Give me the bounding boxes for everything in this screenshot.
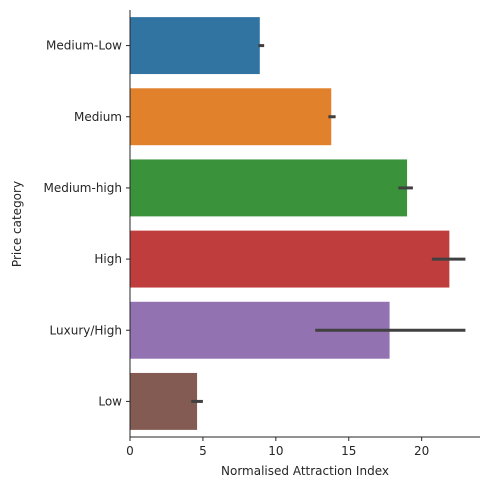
x-tick-label-10: 10 [268,444,283,458]
error-bars-group [191,44,466,403]
bars-group [130,17,450,430]
x-tick-label-20: 20 [414,444,429,458]
x-axis-label: Normalised Attraction Index [221,464,389,478]
x-tick-label-0: 0 [126,444,134,458]
x-tick-label-15: 15 [341,444,356,458]
y-ticks-group: Medium-Low Medium Medium-high High Luxury/Hi… [44,39,130,408]
x-ticks-group: 0 5 10 15 20 [126,437,429,458]
bar-medium [130,88,332,146]
bar-medium-high [130,159,408,217]
y-tick-label-high: High [94,252,122,266]
y-axis-label: Price category [10,181,24,267]
y-tick-label-medium-high: Medium-high [44,181,122,195]
y-tick-label-luxury-high: Luxury/High [50,323,122,337]
y-tick-label-low: Low [98,394,122,408]
x-tick-label-5: 5 [199,444,207,458]
bar-high [130,230,450,288]
bar-low [130,372,198,430]
y-tick-label-medium: Medium [74,110,122,124]
y-tick-label-medium-low: Medium-Low [46,39,122,53]
bar-medium-low [130,17,260,75]
